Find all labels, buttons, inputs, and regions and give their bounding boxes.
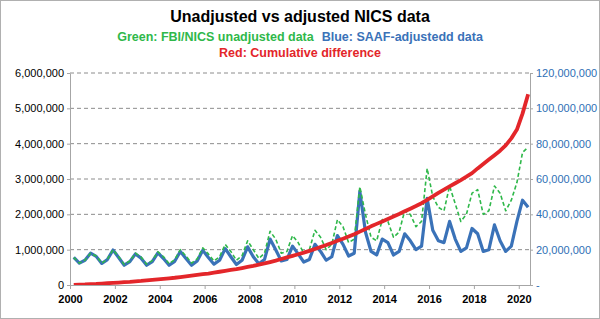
tick-label: 60,000,000 [536, 173, 591, 185]
tick: 80,000,000 [530, 138, 591, 150]
tick: 2,000,000 [15, 208, 70, 220]
tick: 60,000,000 [530, 173, 591, 185]
tick-label: 4,000,000 [15, 138, 64, 150]
tick-label: 80,000,000 [536, 138, 591, 150]
axis-line [70, 74, 71, 286]
tick: 2020 [507, 285, 531, 305]
tick: 2018 [462, 285, 486, 305]
tick: 0 [58, 279, 70, 291]
tick: 2008 [238, 285, 262, 305]
tick-mark [429, 285, 430, 289]
tick-mark [205, 285, 206, 289]
tick-mark [67, 108, 70, 109]
tick: 2002 [103, 285, 127, 305]
tick-label: 5,000,000 [15, 102, 64, 114]
tick-mark [339, 285, 340, 289]
legend: Green: FBI/NICS unadjusted data Blue: SAA… [117, 30, 484, 60]
tick-mark [530, 250, 533, 251]
tick: 2006 [193, 285, 217, 305]
chart: Unadjusted vs adjusted NICS data 2000 2002… [0, 0, 600, 319]
tick-label: 2018 [462, 293, 486, 305]
tick: 120,000,000 [530, 67, 597, 79]
series-line [74, 94, 528, 285]
tick-mark [294, 285, 295, 289]
tick-mark [115, 285, 116, 289]
tick-label: 0 [58, 279, 64, 291]
grid-line [70, 73, 530, 74]
tick-label: 2008 [238, 293, 262, 305]
frame [1, 1, 600, 319]
tick-label: 2,000,000 [15, 208, 64, 220]
tick-label: 2004 [148, 293, 173, 305]
tick-label: 100,000,000 [536, 102, 597, 114]
tick: 2004 [148, 285, 173, 305]
tick: 40,000,000 [530, 208, 591, 220]
tick-label: 40,000,000 [536, 208, 591, 220]
tick: 2010 [283, 285, 307, 305]
tick-label: 2000 [58, 293, 82, 305]
tick-label: 120,000,000 [536, 67, 597, 79]
plot-area [74, 94, 528, 285]
x-axis: 2000 2002 2004 2006 2008 2010 2012 2014 2016 2018… [58, 285, 531, 305]
legend-entry: Red: Cumulative difference [219, 46, 381, 60]
tick-mark [384, 285, 385, 289]
tick-mark [67, 214, 70, 215]
tick: 100,000,000 [530, 102, 597, 114]
tick-mark [67, 250, 70, 251]
tick-label: - [536, 279, 540, 291]
tick-mark [160, 285, 161, 289]
tick-label: 20,000,000 [536, 244, 591, 256]
tick-label: 2016 [417, 293, 441, 305]
tick: 2016 [417, 285, 441, 305]
tick: 3,000,000 [15, 173, 70, 185]
tick-mark [474, 285, 475, 289]
tick: 2012 [328, 285, 352, 305]
tick-mark [70, 285, 71, 289]
tick-label: 3,000,000 [15, 173, 64, 185]
grid-line [70, 143, 530, 144]
title: Unadjusted vs adjusted NICS data [170, 8, 430, 25]
tick-mark [250, 285, 251, 289]
tick: 4,000,000 [15, 138, 70, 150]
tick-mark [67, 144, 70, 145]
tick-label: 2012 [328, 293, 352, 305]
tick: 20,000,000 [530, 244, 591, 256]
tick: 6,000,000 [15, 67, 70, 79]
tick: 5,000,000 [15, 102, 70, 114]
tick-mark [67, 285, 70, 286]
tick: 1,000,000 [15, 244, 70, 256]
y-axis: 0 1,000,000 2,000,000 3,000,000 4,000,000 5,0… [15, 67, 70, 291]
tick-label: 6,000,000 [15, 67, 64, 79]
tick-mark [530, 285, 533, 286]
series-line [74, 147, 528, 264]
tick-label: 1,000,000 [15, 244, 64, 256]
tick-mark [530, 179, 533, 180]
tick: 2014 [372, 285, 397, 305]
tick-mark [67, 179, 70, 180]
tick-label: 2020 [507, 293, 531, 305]
tick-label: 2014 [372, 293, 397, 305]
legend-entry: Green: FBI/NICS unadjusted data [117, 30, 315, 44]
y2-axis: - 20,000,000 40,000,000 60,000,000 80,000,00… [530, 67, 597, 291]
tick-mark [67, 73, 70, 74]
legend-entry: Blue: SAAF-adjustedd data [322, 30, 484, 44]
tick-mark [519, 285, 520, 289]
tick-label: 2010 [283, 293, 307, 305]
tick-mark [530, 144, 533, 145]
axis-line [71, 285, 531, 286]
tick-mark [530, 73, 533, 74]
grid-line [70, 214, 530, 215]
tick-label: 2006 [193, 293, 217, 305]
grid-line [70, 108, 530, 109]
grid [70, 73, 530, 250]
tick-mark [530, 108, 533, 109]
tick-label: 2002 [103, 293, 127, 305]
tick-mark [530, 214, 533, 215]
tick: - [530, 279, 540, 291]
